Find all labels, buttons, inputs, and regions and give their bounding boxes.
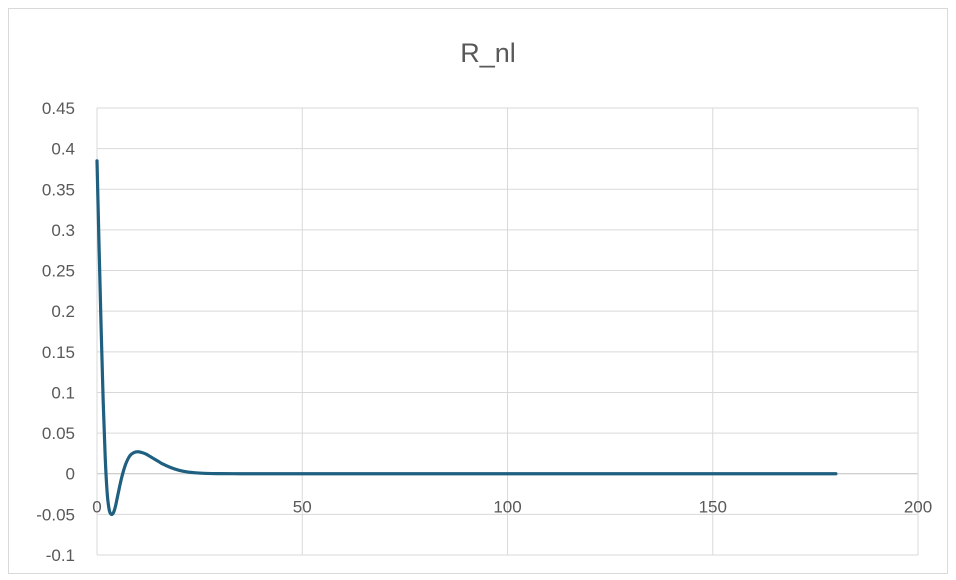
y-tick-label: 0.25 bbox=[42, 262, 75, 281]
y-tick-label: 0.35 bbox=[42, 180, 75, 199]
y-tick-label: -0.05 bbox=[36, 505, 75, 524]
y-tick-label: 0.15 bbox=[42, 343, 75, 362]
x-tick-label: 150 bbox=[699, 498, 727, 517]
y-tick-label: 0.3 bbox=[51, 221, 75, 240]
y-tick-label: 0.05 bbox=[42, 424, 75, 443]
x-tick-label: 200 bbox=[904, 498, 932, 517]
y-tick-label: 0.45 bbox=[42, 99, 75, 118]
series-line-0 bbox=[95, 159, 838, 517]
x-tick-label: 50 bbox=[293, 498, 312, 517]
y-tick-label: 0 bbox=[66, 465, 75, 484]
y-tick-label: 0.4 bbox=[51, 140, 75, 159]
y-tick-label: 0.1 bbox=[51, 383, 75, 402]
chart-title: R_nl bbox=[460, 38, 516, 68]
y-tick-label: -0.1 bbox=[46, 546, 75, 565]
x-tick-label: 100 bbox=[493, 498, 521, 517]
tick-labels: -0.1 -0.05 0 0.05 0.1 0.15 0.2 0.25 0.3 0.35 0.4 0.… bbox=[36, 99, 932, 565]
chart-area bbox=[8, 8, 948, 574]
y-tick-label: 0.2 bbox=[51, 302, 75, 321]
gridlines bbox=[96, 107, 919, 556]
series-layer bbox=[95, 159, 838, 517]
x-tick-label: 0 bbox=[92, 498, 101, 517]
